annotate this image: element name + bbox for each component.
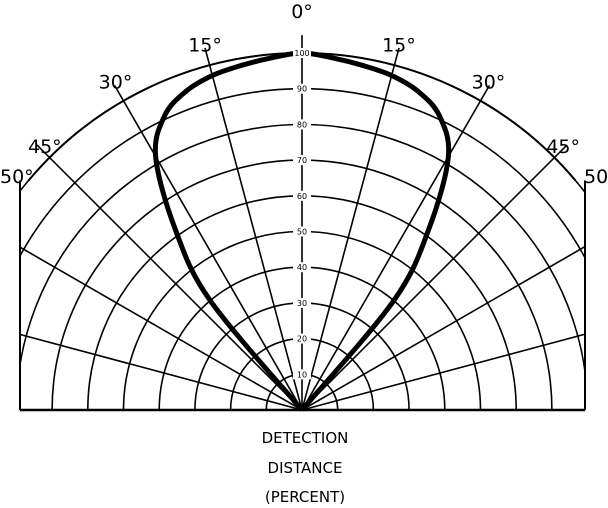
- tick-label-bg: [293, 262, 311, 273]
- tick-label-bg: [293, 155, 311, 166]
- radial-tick-label: 60: [297, 192, 307, 201]
- grid-spoke: [301, 144, 568, 410]
- radial-tick-label: 80: [297, 120, 307, 129]
- angle-label: 45°: [28, 136, 62, 158]
- tick-label-bg: [293, 119, 311, 130]
- grid-spoke: [301, 333, 585, 410]
- angle-label: 15°: [382, 34, 416, 56]
- radial-tick-label: 10: [297, 370, 307, 379]
- tick-label-bg: [293, 333, 311, 344]
- angle-labels: 0°15°15°30°30°45°45°50°50°: [0, 1, 608, 188]
- tick-label-bg: [293, 369, 311, 380]
- radial-tick-label: 50: [297, 228, 307, 237]
- angle-label: 30°: [472, 71, 506, 93]
- radial-tick-label: 100: [294, 49, 309, 58]
- radial-tick-label: 20: [297, 335, 307, 344]
- radial-tick-labels: 10 20 30 40 50 60 70 80 90 100: [293, 48, 311, 380]
- angle-label: 30°: [99, 71, 133, 93]
- grid-spoke: [113, 84, 303, 410]
- tick-label-bg: [293, 297, 311, 308]
- axis-title-line-2: DISTANCE: [268, 459, 343, 477]
- angle-label: 45°: [546, 136, 580, 158]
- axis-title: DETECTION DISTANCE (PERCENT): [262, 429, 349, 506]
- grid-spoke: [301, 47, 400, 410]
- angle-label: 50°: [0, 166, 34, 188]
- angle-label: 15°: [188, 34, 222, 56]
- grid-spoke: [20, 246, 303, 410]
- radial-tick-label: 70: [297, 156, 307, 165]
- radial-tick-label: 30: [297, 299, 307, 308]
- grid-spokes: [20, 35, 585, 410]
- tick-label-bg: [293, 226, 311, 237]
- grid-circle-9: [20, 87, 585, 260]
- axis-title-line-1: DETECTION: [262, 429, 349, 447]
- radial-tick-label: 90: [297, 85, 307, 94]
- grid-spoke: [301, 84, 491, 410]
- axis-title-line-3: (PERCENT): [265, 488, 345, 506]
- grid-spoke: [20, 333, 303, 410]
- tick-label-bg: [293, 83, 311, 94]
- grid-spoke: [36, 144, 303, 410]
- angle-label: 50°: [584, 166, 608, 188]
- grid-spoke: [204, 47, 303, 410]
- tick-label-bg: [293, 190, 311, 201]
- grid-spoke: [301, 245, 585, 410]
- radial-tick-label: 40: [297, 263, 307, 272]
- tick-label-bg: [293, 48, 311, 58]
- angle-label: 0°: [291, 1, 313, 23]
